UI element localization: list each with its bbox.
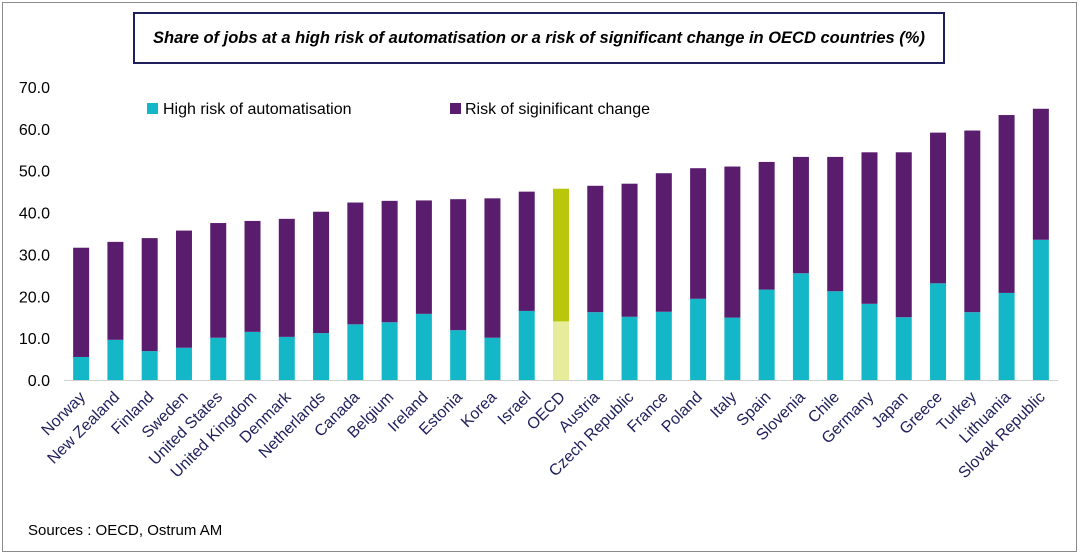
bar-high-risk: [621, 316, 638, 380]
bar-high-risk: [690, 298, 707, 380]
legend-swatch-high-risk: [147, 103, 158, 114]
bar-significant-change: [415, 200, 432, 314]
y-tick-label: 50.0: [19, 164, 50, 181]
bar-significant-change: [827, 156, 844, 292]
bar-high-risk: [313, 333, 330, 380]
bar-significant-change: [758, 161, 775, 290]
y-tick-label: 20.0: [19, 289, 50, 306]
bar-significant-change: [861, 152, 878, 304]
y-tick-label: 60.0: [19, 122, 50, 139]
bar-high-risk: [1032, 239, 1049, 380]
bar-significant-change: [587, 185, 604, 313]
bar-high-risk: [73, 356, 90, 380]
bar-high-risk: [724, 317, 741, 380]
bar-high-risk: [484, 337, 501, 380]
bar-significant-change: [690, 168, 707, 299]
bar-significant-change: [141, 238, 158, 352]
bar-high-risk: [210, 337, 227, 380]
bar-significant-change: [313, 211, 330, 334]
bar-significant-change: [998, 115, 1015, 293]
bar-high-risk: [107, 339, 124, 380]
bar-significant-change: [107, 241, 124, 340]
bar-significant-change: [930, 132, 947, 284]
bar-high-risk: [964, 312, 981, 380]
bar-significant-change: [1032, 108, 1049, 240]
y-tick-label: 10.0: [19, 331, 50, 348]
y-tick-label: 0.0: [28, 373, 50, 390]
bar-significant-change: [278, 218, 295, 337]
bar-significant-change: [73, 247, 90, 357]
legend-label-significant-change: Risk of siginificant change: [465, 101, 650, 118]
legend-swatch-significant-change: [450, 103, 461, 114]
bar-significant-change: [964, 130, 981, 313]
bar-significant-change: [450, 199, 467, 331]
source-note: Sources : OECD, Ostrum AM: [28, 522, 223, 539]
bar-high-risk: [553, 321, 569, 380]
bar-significant-change: [895, 152, 912, 318]
bar-significant-change: [553, 188, 569, 322]
bar-high-risk: [450, 330, 467, 380]
bar-high-risk: [175, 347, 192, 380]
bar-high-risk: [930, 283, 947, 380]
bar-significant-change: [244, 220, 261, 332]
bar-significant-change: [792, 156, 809, 274]
bar-high-risk: [381, 322, 398, 380]
bar-high-risk: [244, 331, 261, 380]
bar-significant-change: [210, 223, 227, 338]
y-tick-label: 40.0: [19, 206, 50, 223]
bar-significant-change: [175, 230, 192, 348]
bar-high-risk: [655, 311, 672, 380]
bar-significant-change: [518, 191, 535, 311]
bar-significant-change: [381, 200, 398, 323]
bar-high-risk: [758, 289, 775, 380]
chart-title: Share of jobs at a high risk of automati…: [153, 29, 925, 47]
bar-high-risk: [278, 336, 295, 380]
bar-high-risk: [895, 317, 912, 380]
y-tick-label: 70.0: [19, 80, 50, 97]
bar-high-risk: [792, 273, 809, 380]
x-tick-label: Korea: [458, 389, 500, 431]
legend-label-high-risk: High risk of automatisation: [163, 101, 352, 118]
y-axis: 0.0 10.0 20.0 30.0 40.0 50.0 60.0 70.0: [19, 80, 50, 390]
bar-significant-change: [621, 183, 638, 317]
bar-high-risk: [141, 351, 158, 380]
bar-significant-change: [484, 198, 501, 338]
bar-high-risk: [415, 313, 432, 380]
bar-high-risk: [861, 303, 878, 380]
chart-title-box: Share of jobs at a high risk of automati…: [133, 12, 945, 64]
bar-high-risk: [998, 292, 1015, 380]
bars-group: [73, 108, 1049, 380]
bar-high-risk: [827, 291, 844, 380]
bar-significant-change: [724, 166, 741, 318]
bar-high-risk: [518, 310, 535, 380]
bar-high-risk: [347, 324, 364, 380]
bar-significant-change: [347, 202, 364, 325]
legend: High risk of automatisation Risk of sigi…: [147, 101, 650, 118]
y-tick-label: 30.0: [19, 247, 50, 264]
bar-significant-change: [655, 173, 672, 312]
bar-high-risk: [587, 312, 604, 380]
